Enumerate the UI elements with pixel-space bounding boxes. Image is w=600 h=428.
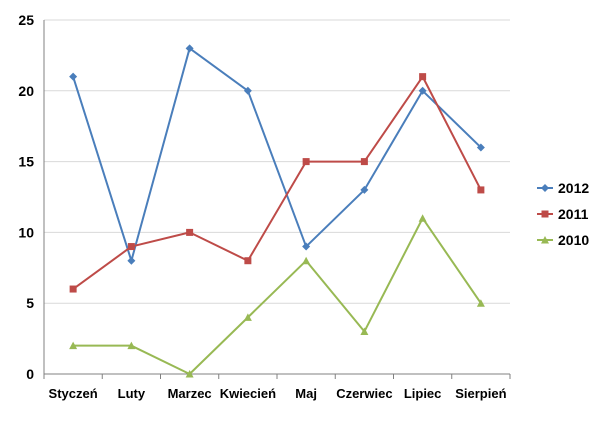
data-point [302,158,310,166]
series-2012 [69,44,485,265]
legend: 2012 2011 2010 [537,180,589,248]
series-line [72,47,482,262]
legend-marker [541,210,549,218]
data-point [418,214,427,222]
data-point [302,256,311,265]
y-tick-label: 5 [26,295,34,311]
x-tick-label: Sierpień [455,386,506,401]
axes [43,20,511,379]
x-axis-ticks: Styczeń Luty Marzec Kwiecień Maj Czerwiec Lipi… [49,386,507,401]
data-point [419,73,427,81]
x-tick-label: Marzec [168,386,212,401]
x-tick-label: Lipiec [404,386,442,401]
legend-label: 2012 [558,180,589,196]
data-point [185,44,194,53]
x-tick-label: Maj [295,386,317,401]
y-axis-ticks: 0 5 10 15 20 25 [18,12,34,382]
y-tick-label: 25 [18,12,34,28]
data-point [127,341,136,350]
legend-marker [541,184,549,192]
data-point [186,228,194,236]
data-point [243,86,252,95]
data-point [127,243,135,251]
data-point [476,299,485,307]
legend-item-2010: 2010 [537,232,589,248]
data-point [360,185,369,194]
legend-label: 2010 [558,232,589,248]
legend-item-2011: 2011 [537,206,589,222]
series-2011 [69,73,485,293]
y-tick-label: 0 [26,366,34,382]
data-point [360,327,369,336]
data-point [127,256,136,265]
series-2010 [69,214,485,378]
legend-label: 2011 [558,206,589,222]
data-point [418,86,427,95]
x-tick-label: Styczeń [49,386,98,401]
data-point [476,143,485,152]
y-tick-label: 20 [18,83,34,99]
data-point [244,257,252,265]
x-tick-label: Luty [118,386,146,401]
series-line [73,217,482,375]
data-point [185,370,194,378]
data-point [69,72,78,81]
x-tick-label: Kwiecień [220,386,276,401]
legend-item-2012: 2012 [537,180,589,196]
data-point [69,341,78,350]
grid-lines [44,19,510,304]
series [69,44,485,378]
data-point [360,158,368,166]
data-point [69,285,77,293]
data-point [243,313,252,321]
y-tick-label: 10 [18,224,34,240]
series-line [72,75,482,290]
data-point [477,186,485,194]
data-point [302,242,311,251]
y-tick-label: 15 [18,154,34,170]
x-tick-label: Czerwiec [336,386,392,401]
legend-marker [541,236,549,244]
